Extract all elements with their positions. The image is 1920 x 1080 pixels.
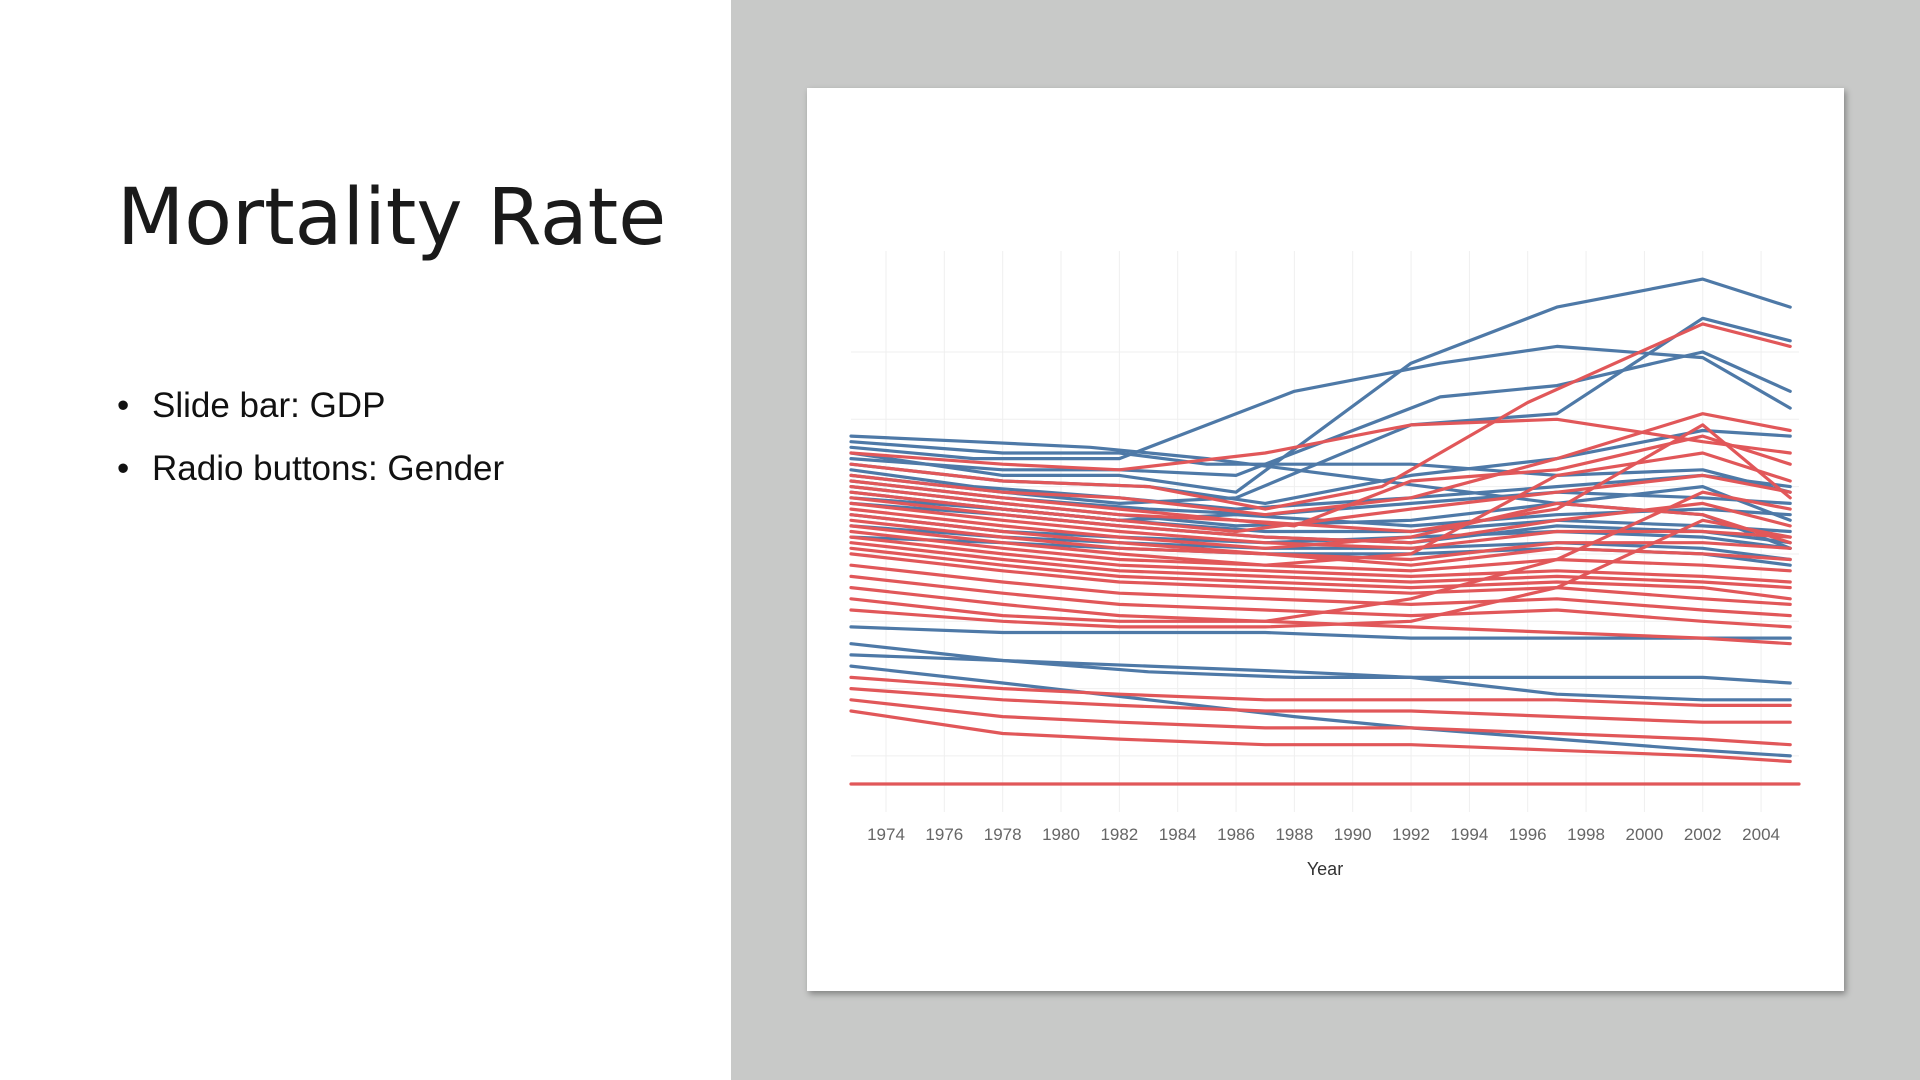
series-line-39: [849, 574, 1792, 629]
series-line-23: [849, 412, 1792, 517]
bullet-item-gender: • Radio buttons: Gender: [117, 448, 504, 489]
x-tick-label: 1982: [1100, 825, 1138, 844]
series-line-45: [849, 698, 1792, 747]
x-tick-label: 1986: [1217, 825, 1255, 844]
x-axis-title: Year: [1307, 859, 1343, 879]
series-line-5: [849, 350, 1792, 477]
series-line-35: [849, 541, 1792, 590]
x-tick-label: 1976: [925, 825, 963, 844]
bullet-list: • Slide bar: GDP • Radio buttons: Gender: [117, 385, 504, 511]
x-tick-label: 1990: [1334, 825, 1372, 844]
series-line-33: [849, 529, 1792, 573]
x-tick-label: 1974: [867, 825, 905, 844]
series-line-2: [849, 440, 1792, 494]
series-line-8: [849, 316, 1792, 505]
bullet-item-gdp: • Slide bar: GDP: [117, 385, 504, 426]
series-line-22: [849, 322, 1792, 511]
series-line-20: [849, 664, 1792, 758]
series-line-30: [849, 513, 1792, 562]
bullet-text: Radio buttons: Gender: [152, 449, 505, 488]
series-line-27: [849, 496, 1792, 545]
x-tick-label: 2000: [1625, 825, 1663, 844]
series-line-42: [849, 518, 1792, 629]
x-tick-label: 1994: [1450, 825, 1488, 844]
series-line-38: [849, 563, 1792, 618]
x-tick-label: 2002: [1684, 825, 1722, 844]
series-line-3: [849, 344, 1792, 461]
x-tick-label: 1988: [1275, 825, 1313, 844]
series-line-26: [849, 473, 1792, 534]
series-line-24: [849, 434, 1792, 528]
series-line-19: [849, 653, 1792, 702]
x-tick-label: 1980: [1042, 825, 1080, 844]
x-tick-label: 2004: [1742, 825, 1780, 844]
bullet-marker: •: [117, 449, 130, 488]
bullet-marker: •: [117, 386, 130, 425]
series-line-32: [849, 451, 1792, 567]
slide-text-panel: Mortality Rate • Slide bar: GDP • Radio …: [0, 0, 731, 1080]
x-tick-label: 1998: [1567, 825, 1605, 844]
x-tick-label: 1978: [984, 825, 1022, 844]
x-tick-label: 1984: [1159, 825, 1197, 844]
series-line-29: [849, 501, 1792, 550]
series-line-37: [849, 552, 1792, 606]
series-line-36: [849, 546, 1792, 601]
series-line-46: [849, 709, 1792, 764]
series-line-34: [849, 535, 1792, 584]
chart-card: 1974 1976 1978 1980 1982 1984 1986 1988 1990 1992…: [807, 88, 1844, 991]
series-line-43: [849, 675, 1792, 707]
bullet-text: Slide bar: GDP: [152, 386, 386, 425]
series-line-25: [849, 423, 1792, 534]
series-line-41: [849, 490, 1792, 623]
slide-title: Mortality Rate: [117, 173, 667, 263]
series-line-18: [849, 642, 1792, 685]
series-line-4: [849, 277, 1792, 494]
x-tick-label: 1996: [1509, 825, 1547, 844]
series-line-44: [849, 687, 1792, 724]
x-tick-label: 1992: [1392, 825, 1430, 844]
line-chart: 1974 1976 1978 1980 1982 1984 1986 1988 1990 1992…: [849, 251, 1801, 879]
